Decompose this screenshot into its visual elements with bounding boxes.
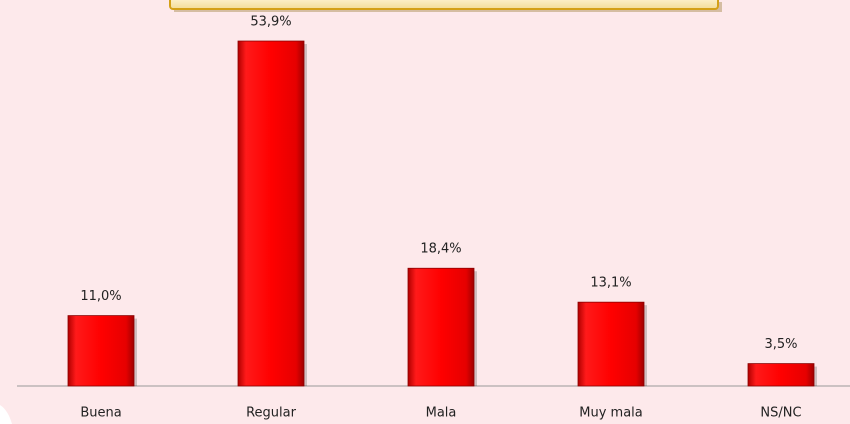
bar bbox=[407, 267, 475, 387]
bar bbox=[747, 363, 815, 387]
value-label: 13,1% bbox=[590, 276, 631, 291]
x-tick-label: Muy mala bbox=[579, 406, 643, 421]
bar bbox=[237, 40, 305, 387]
x-tick-label: NS/NC bbox=[760, 406, 801, 421]
value-label: 53,9% bbox=[250, 15, 291, 30]
title-box bbox=[169, 0, 719, 10]
value-label: 11,0% bbox=[80, 289, 121, 304]
bar bbox=[67, 315, 135, 387]
bar bbox=[577, 301, 645, 387]
x-tick-label: Regular bbox=[246, 406, 297, 421]
value-label: 3,5% bbox=[764, 337, 797, 352]
x-tick-label: Buena bbox=[80, 406, 121, 421]
x-tick-label: Mala bbox=[426, 406, 457, 421]
value-label: 18,4% bbox=[420, 242, 461, 257]
corner bbox=[0, 405, 12, 424]
